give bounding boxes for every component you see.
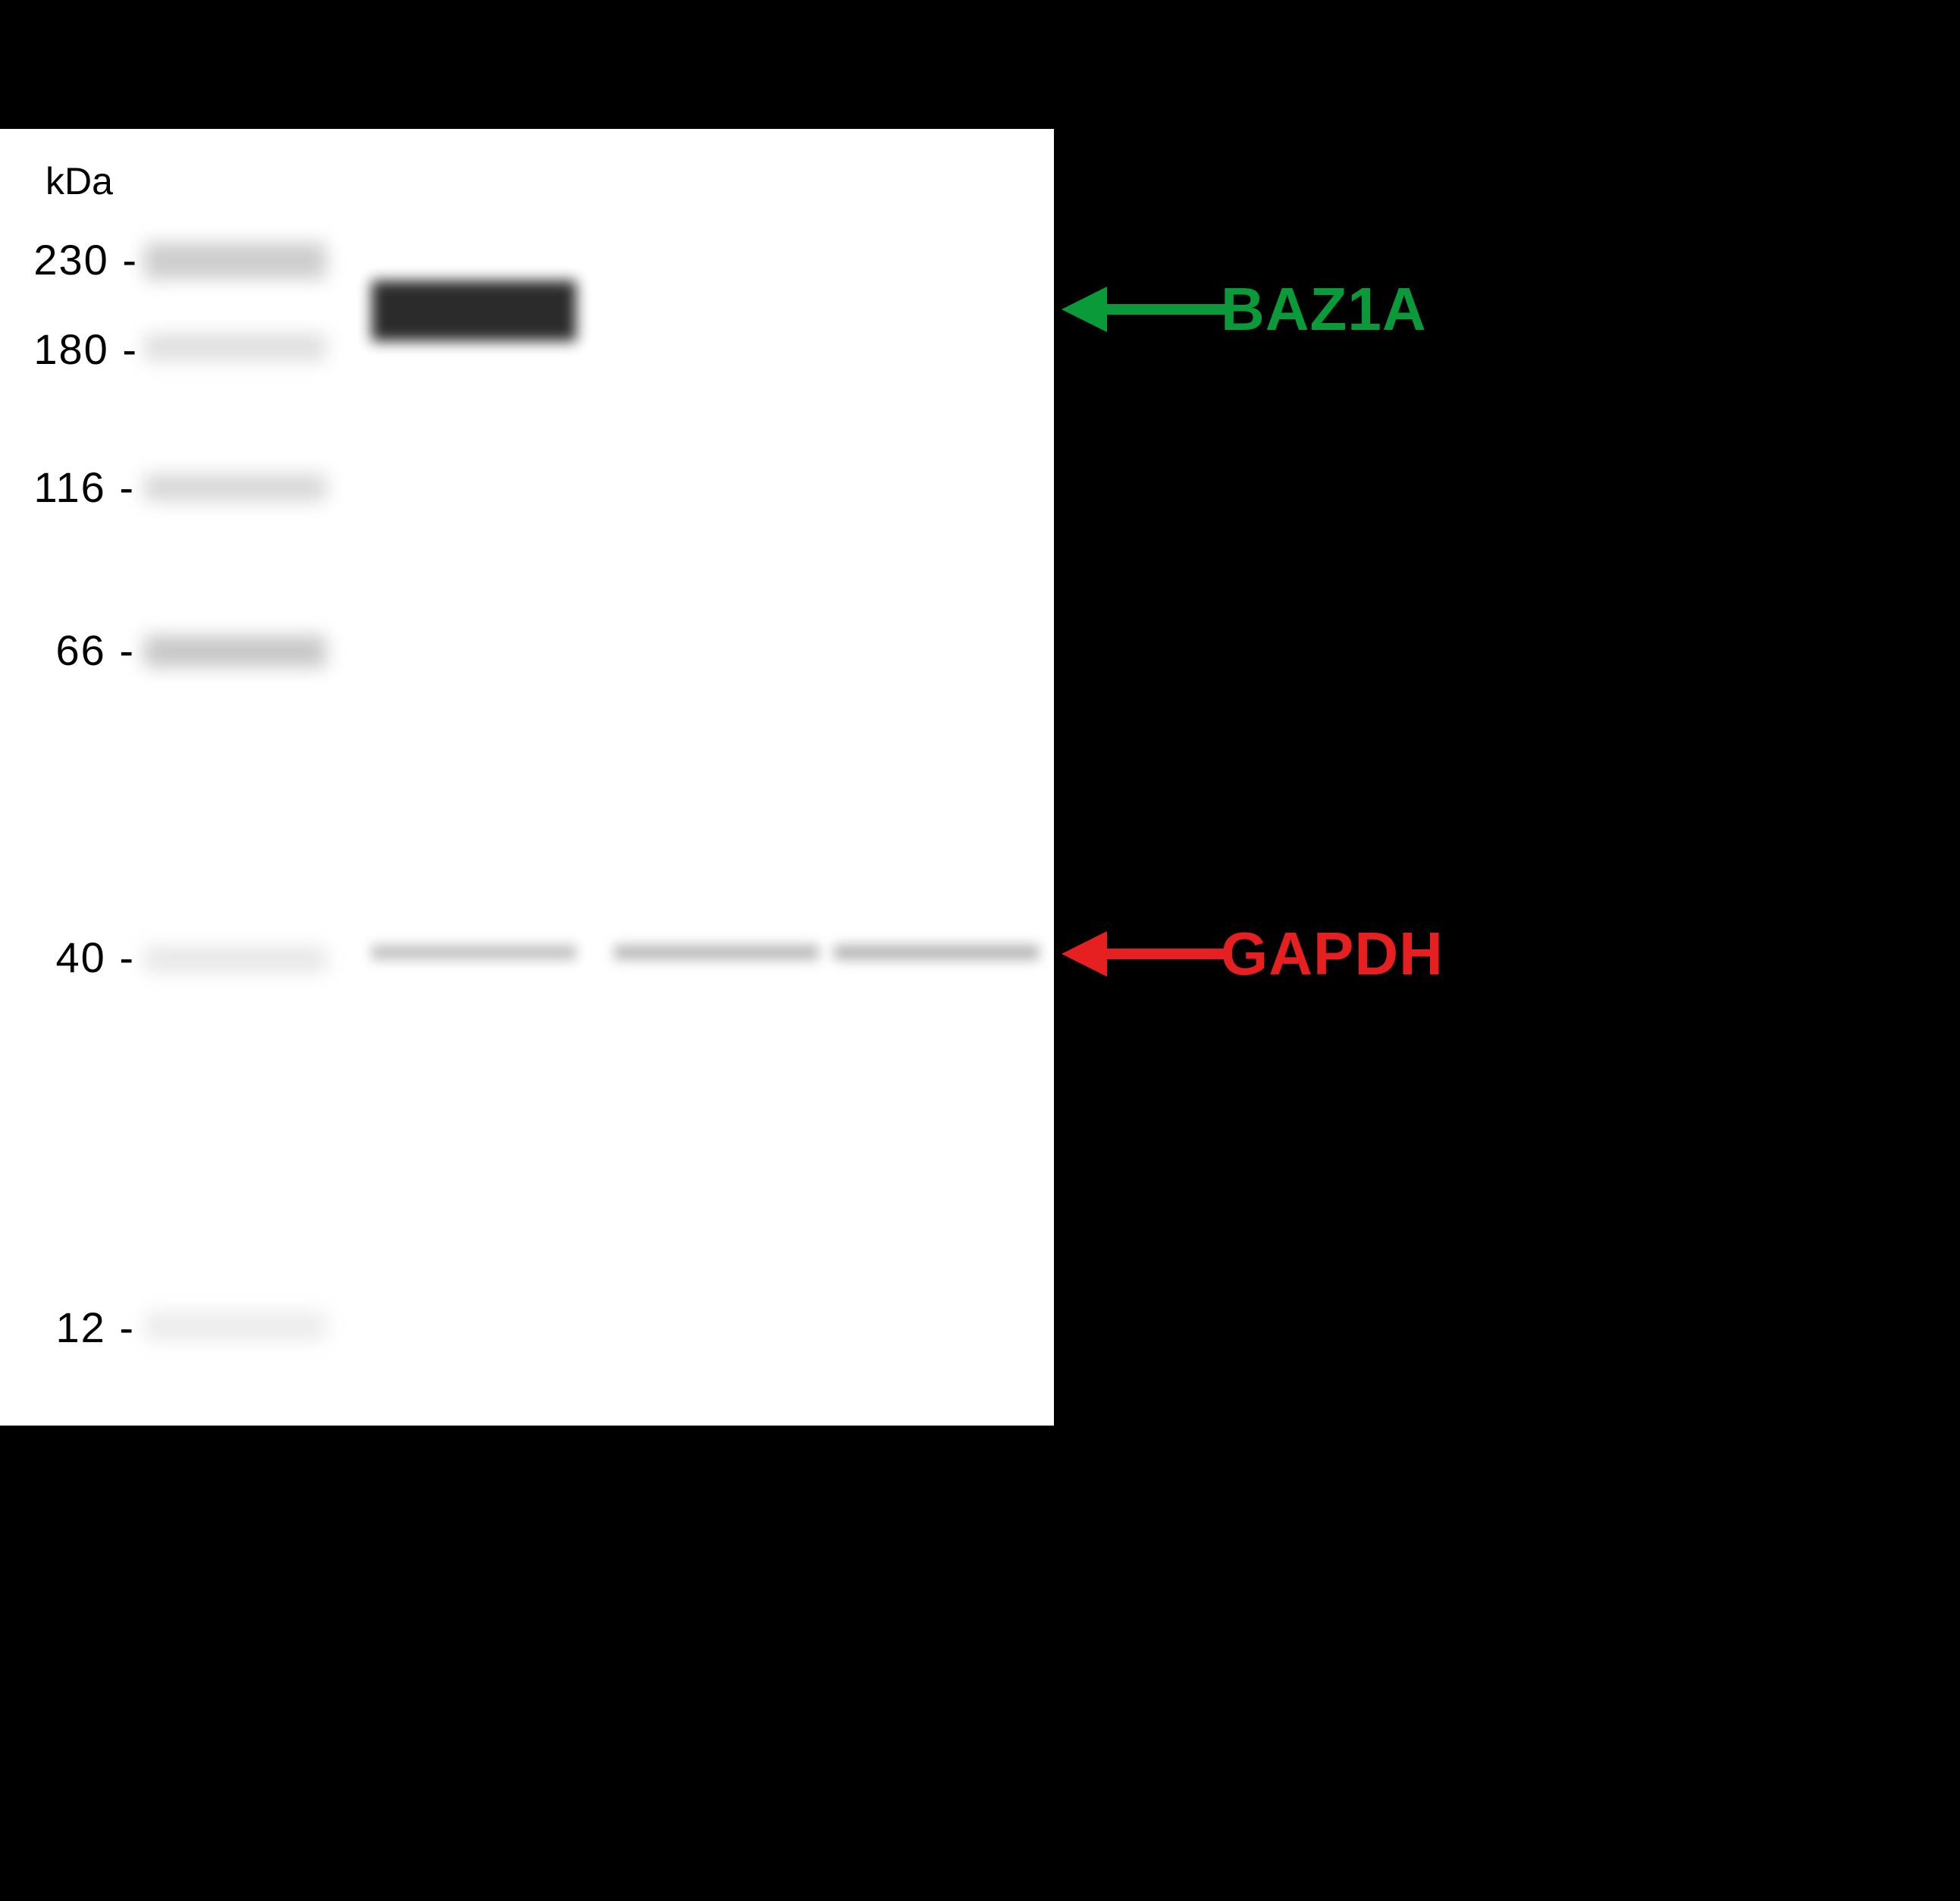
ladder-band xyxy=(144,474,326,501)
protein-band xyxy=(372,281,576,341)
kda-unit-label: kDa xyxy=(45,159,113,203)
ladder-band xyxy=(144,243,326,279)
ladder-lane xyxy=(144,129,326,1426)
protein-band xyxy=(372,945,576,960)
sample-lane xyxy=(614,129,819,1426)
western-blot-gel: kDa 230 - 180 - 116 - 66 - 40 - 12 - xyxy=(0,129,1054,1426)
protein-band xyxy=(614,945,819,960)
baz1a-label: BAZ1A xyxy=(1221,274,1427,344)
mw-marker-label: 40 - xyxy=(8,933,135,982)
mw-marker-label: 230 - xyxy=(8,235,138,284)
protein-band xyxy=(834,945,1039,960)
sample-lane xyxy=(372,129,576,1426)
baz1a-arrow-icon xyxy=(1054,271,1247,347)
gapdh-arrow-icon xyxy=(1054,916,1247,992)
ladder-band xyxy=(144,1312,326,1341)
ladder-band xyxy=(144,635,326,667)
ladder-band xyxy=(144,334,326,361)
sample-lane xyxy=(834,129,1039,1426)
mw-marker-label: 116 - xyxy=(8,463,135,512)
gapdh-label: GAPDH xyxy=(1221,919,1444,989)
ladder-band xyxy=(144,946,326,972)
mw-marker-label: 66 - xyxy=(8,626,135,675)
mw-marker-label: 180 - xyxy=(8,325,138,374)
mw-marker-label: 12 - xyxy=(8,1303,135,1352)
